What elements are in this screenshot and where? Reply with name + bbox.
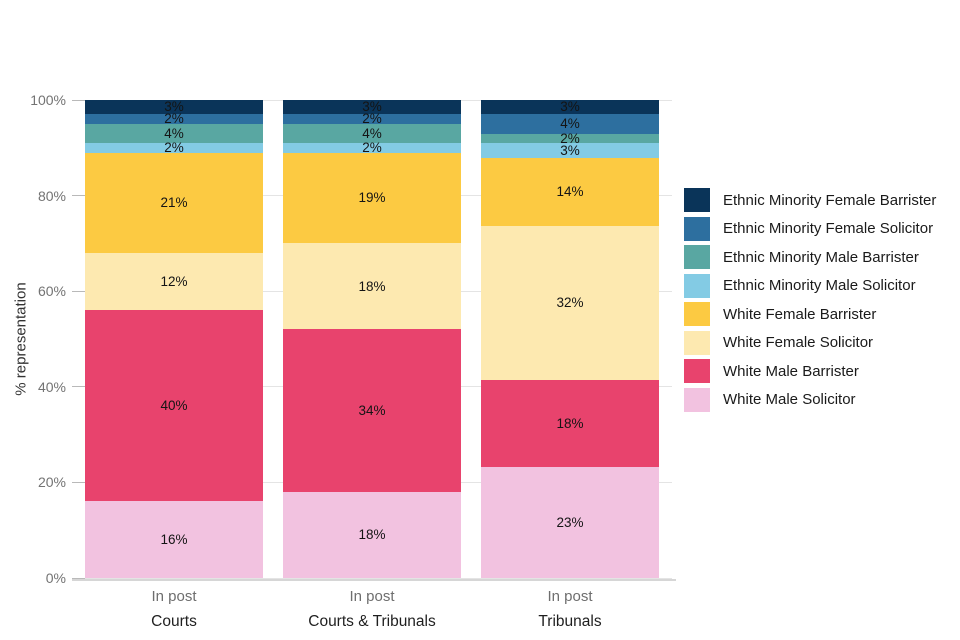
y-tick-mark	[72, 290, 85, 292]
bar-segment: 14%	[481, 157, 659, 226]
legend-item: Ethnic Minority Male Barrister	[684, 245, 936, 269]
legend-label: Ethnic Minority Male Solicitor	[723, 277, 916, 294]
y-tick-label: 0%	[45, 570, 66, 586]
legend-item: Ethnic Minority Male Solicitor	[684, 273, 936, 298]
segment-value-label: 3%	[362, 99, 382, 115]
segment-value-label: 3%	[560, 99, 580, 115]
bar-segment: 4%	[481, 114, 659, 134]
bar-segment: 23%	[481, 466, 659, 578]
bar-segment: 3%	[481, 142, 659, 158]
segment-value-label: 12%	[160, 273, 188, 289]
segment-value-label: 2%	[362, 140, 382, 156]
bar-segment: 4%	[85, 123, 263, 143]
bar-segment: 4%	[283, 123, 461, 143]
legend-label: White Male Barrister	[723, 362, 859, 380]
facet-label: Courts	[151, 613, 197, 630]
segment-value-label: 2%	[362, 111, 382, 127]
legend-label: Ethnic Minority Male Barrister	[723, 248, 919, 266]
y-tick-label: 100%	[30, 92, 66, 108]
segment-value-label: 23%	[556, 514, 584, 530]
bar-segment: 18%	[283, 491, 461, 578]
bar-segment: 32%	[481, 225, 659, 381]
x-axis-line	[72, 579, 676, 581]
y-tick-mark	[72, 577, 85, 579]
segment-value-label: 3%	[560, 142, 580, 158]
legend-swatch	[684, 302, 710, 326]
segment-value-label: 4%	[362, 125, 382, 141]
segment-value-label: 18%	[556, 415, 584, 431]
legend-swatch	[684, 387, 710, 412]
segment-value-label: 2%	[164, 111, 184, 127]
y-tick-label: 20%	[37, 474, 66, 491]
legend-item: Ethnic Minority Female Solicitor	[684, 216, 936, 241]
bar-segment: 16%	[85, 501, 263, 578]
bar-segment: 3%	[283, 99, 461, 115]
legend-item: White Female Solicitor	[684, 330, 936, 355]
bar-segment: 21%	[85, 152, 263, 253]
bar-segment: 19%	[283, 152, 461, 244]
legend-label: White Female Barrister	[723, 305, 877, 323]
segment-value-label: 2%	[164, 140, 184, 156]
bar-segment: 2%	[481, 130, 659, 146]
legend-swatch	[684, 245, 710, 269]
legend-swatch	[684, 273, 710, 298]
bar-segment: 2%	[283, 140, 461, 156]
bar-segment: 18%	[481, 380, 659, 467]
legend-item: White Female Barrister	[684, 302, 936, 326]
legend-item: White Male Barrister	[684, 359, 936, 383]
bar-segment: 3%	[481, 99, 659, 115]
gridline	[85, 577, 672, 579]
bar-tribunals: 3% 4% 2% 3% 14% 32% 18% 23%	[481, 100, 659, 578]
bar-segment: 2%	[85, 111, 263, 127]
bar-courts: 3% 2% 4% 2% 21% 12% 40% 16%	[85, 100, 263, 578]
legend-item: White Male Solicitor	[684, 387, 936, 412]
legend-label: White Male Solicitor	[723, 391, 856, 408]
legend-label: White Female Solicitor	[723, 334, 874, 351]
segment-value-label: 21%	[160, 194, 188, 210]
legend-label: Ethnic Minority Female Solicitor	[723, 220, 934, 237]
bar-segment: 40%	[85, 310, 263, 502]
legend-item: Ethnic Minority Female Barrister	[684, 188, 936, 212]
bar-segment: 2%	[283, 111, 461, 127]
facet-label: Tribunals	[538, 613, 602, 630]
y-tick-label: 60%	[37, 283, 66, 300]
legend-label: Ethnic Minority Female Barrister	[723, 191, 937, 209]
segment-value-label: 34%	[358, 402, 386, 418]
segment-value-label: 18%	[358, 527, 386, 543]
bar-courts-tribunals: 3% 2% 4% 2% 19% 18% 34% 18%	[283, 100, 461, 578]
y-tick-mark	[72, 195, 85, 197]
segment-value-label: 40%	[160, 398, 188, 414]
plot-area: 3% 2% 4% 2% 21% 12% 40% 16% 3% 2% 4% 2% 19% 18% 34% 18%…	[72, 99, 676, 581]
legend: Ethnic Minority Female Barrister Ethnic M…	[684, 188, 936, 416]
x-tick-label: In post	[349, 588, 395, 605]
segment-value-label: 2%	[560, 130, 580, 146]
y-tick-label: 40%	[37, 378, 66, 395]
bar-segment: 12%	[85, 252, 263, 311]
y-tick-label: 80%	[37, 187, 66, 204]
segment-value-label: 18%	[358, 278, 386, 294]
bar-segment: 18%	[283, 243, 461, 330]
bar-segment: 34%	[283, 329, 461, 492]
y-tick-mark	[72, 386, 85, 388]
bar-segment: 2%	[85, 140, 263, 156]
x-tick-label: In post	[547, 588, 593, 605]
segment-value-label: 4%	[560, 116, 580, 132]
bar-segment: 3%	[85, 99, 263, 115]
y-tick-mark	[72, 99, 85, 101]
segment-value-label: 3%	[164, 99, 184, 115]
segment-value-label: 4%	[164, 125, 184, 141]
segment-value-label: 14%	[556, 183, 584, 199]
legend-swatch	[684, 359, 710, 383]
segment-value-label: 32%	[556, 295, 584, 311]
legend-swatch	[684, 216, 710, 241]
facet-label: Courts & Tribunals	[308, 613, 436, 630]
segment-value-label: 16%	[160, 531, 188, 547]
x-tick-label: In post	[151, 588, 197, 605]
y-tick-mark	[72, 481, 85, 483]
segment-value-label: 19%	[358, 190, 386, 206]
legend-swatch	[684, 188, 710, 212]
legend-swatch	[684, 330, 710, 355]
